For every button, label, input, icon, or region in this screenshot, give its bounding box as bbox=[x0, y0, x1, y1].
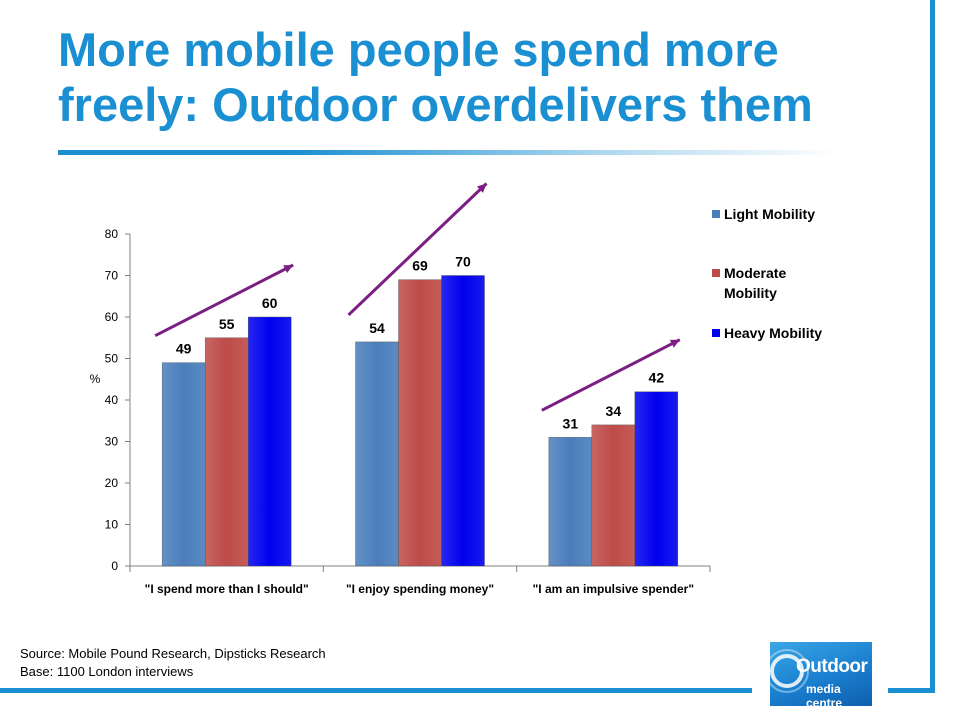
y-tick-label: 60 bbox=[105, 310, 119, 324]
base-note: Base: 1100 London interviews bbox=[20, 664, 194, 679]
logo-word: Outdoor bbox=[796, 656, 868, 677]
trend-arrow-head bbox=[283, 265, 294, 273]
bar bbox=[634, 391, 679, 567]
data-label: 55 bbox=[219, 316, 235, 332]
y-tick-label: 30 bbox=[105, 435, 119, 449]
legend-swatch bbox=[712, 329, 720, 337]
y-tick-label: 0 bbox=[111, 559, 118, 573]
bar bbox=[204, 337, 249, 567]
trend-arrow bbox=[347, 182, 488, 316]
x-tick-label: "I enjoy spending money" bbox=[346, 582, 494, 596]
bar bbox=[591, 424, 636, 567]
trend-arrow bbox=[541, 338, 681, 412]
data-label: 31 bbox=[563, 415, 579, 431]
y-tick-label: 70 bbox=[105, 269, 119, 283]
data-label: 34 bbox=[606, 403, 622, 419]
bar bbox=[548, 437, 593, 567]
outdoor-media-centre-logo: Outdoor media centre bbox=[770, 642, 872, 706]
bar bbox=[398, 279, 442, 567]
legend-label: Moderate bbox=[724, 265, 786, 281]
y-tick-label: 10 bbox=[105, 518, 119, 532]
trend-arrow bbox=[154, 263, 294, 337]
legend-label: Heavy Mobility bbox=[724, 325, 822, 341]
data-label: 60 bbox=[262, 295, 278, 311]
trend-arrow-head bbox=[669, 339, 680, 348]
y-tick-label: 20 bbox=[105, 476, 119, 490]
logo-ring-icon bbox=[770, 649, 809, 693]
data-label: 54 bbox=[369, 320, 385, 336]
legend-swatch bbox=[712, 269, 720, 277]
trend-arrow-head bbox=[476, 183, 487, 193]
y-tick-label: 50 bbox=[105, 352, 119, 366]
y-axis-label: % bbox=[90, 372, 101, 386]
data-label: 42 bbox=[649, 370, 665, 386]
slide-title: More mobile people spend more freely: Ou… bbox=[58, 23, 813, 131]
right-border-rule bbox=[930, 0, 935, 692]
source-note: Source: Mobile Pound Research, Dipsticks… bbox=[20, 646, 326, 661]
bar bbox=[161, 362, 206, 567]
legend-swatch bbox=[712, 210, 720, 218]
logo-sub: media centre bbox=[806, 682, 843, 706]
bar bbox=[441, 275, 485, 567]
y-tick-label: 40 bbox=[105, 393, 119, 407]
y-tick-label: 80 bbox=[105, 227, 119, 241]
bottom-border-rule bbox=[0, 688, 752, 693]
title-underline bbox=[58, 150, 838, 155]
legend-label-line2: Mobility bbox=[724, 285, 777, 301]
bar bbox=[355, 341, 399, 567]
bar bbox=[247, 316, 292, 567]
legend-label: Light Mobility bbox=[724, 206, 815, 222]
bottom-border-rule-right bbox=[888, 688, 935, 693]
data-label: 49 bbox=[176, 341, 192, 357]
x-tick-label: "I spend more than I should" bbox=[145, 582, 309, 596]
x-tick-label: "I am an impulsive spender" bbox=[533, 582, 694, 596]
data-label: 69 bbox=[412, 258, 428, 274]
data-label: 70 bbox=[455, 254, 471, 270]
